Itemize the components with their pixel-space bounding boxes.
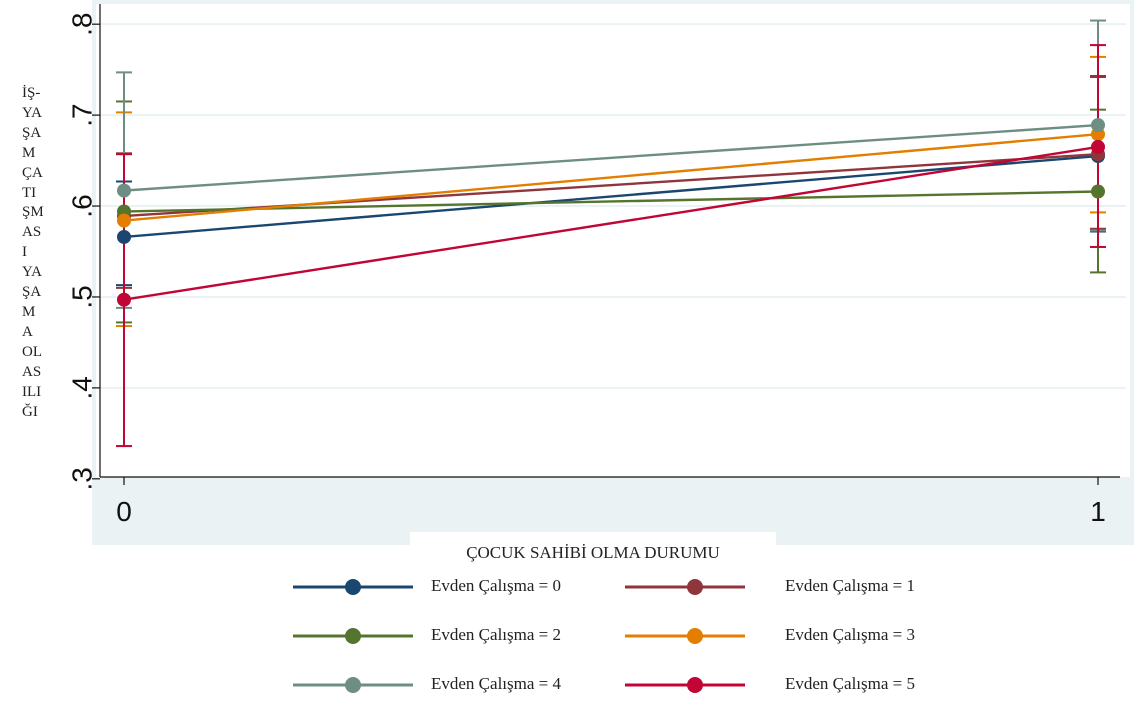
y-tick-label-1: .4 xyxy=(67,376,98,399)
y-tick-label-5: .8 xyxy=(67,13,98,36)
series-line-2 xyxy=(123,190,1099,213)
data-point-s5-p1 xyxy=(1091,139,1105,154)
data-point-s0-p0 xyxy=(117,229,131,244)
data-point-s5-p0 xyxy=(117,292,131,307)
x-tick-label-0: 0 xyxy=(116,496,132,527)
y-axis-title: İŞ- YA ŞA M ÇA TI ŞM AS I YA ŞA M A OL A… xyxy=(22,85,44,420)
data-point-s4-p0 xyxy=(117,183,131,198)
y-tick-label-4: .7 xyxy=(67,103,98,126)
series-line-3 xyxy=(123,133,1099,222)
plot-area xyxy=(96,4,1130,477)
y-tick-label-2: .5 xyxy=(67,285,98,308)
x-axis-title: ÇOCUK SAHİBİ OLMA DURUMU xyxy=(410,532,776,570)
y-tick-label-0: .3 xyxy=(67,467,98,490)
series-line-0 xyxy=(123,154,1099,239)
data-point-s4-p1 xyxy=(1091,118,1105,133)
x-tick-label-1: 1 xyxy=(1090,496,1106,527)
y-tick-label-3: .6 xyxy=(67,194,98,217)
data-point-s3-p0 xyxy=(117,213,131,228)
series-line-4 xyxy=(123,123,1099,192)
data-point-s2-p1 xyxy=(1091,184,1105,199)
series-line-5 xyxy=(123,145,1099,301)
